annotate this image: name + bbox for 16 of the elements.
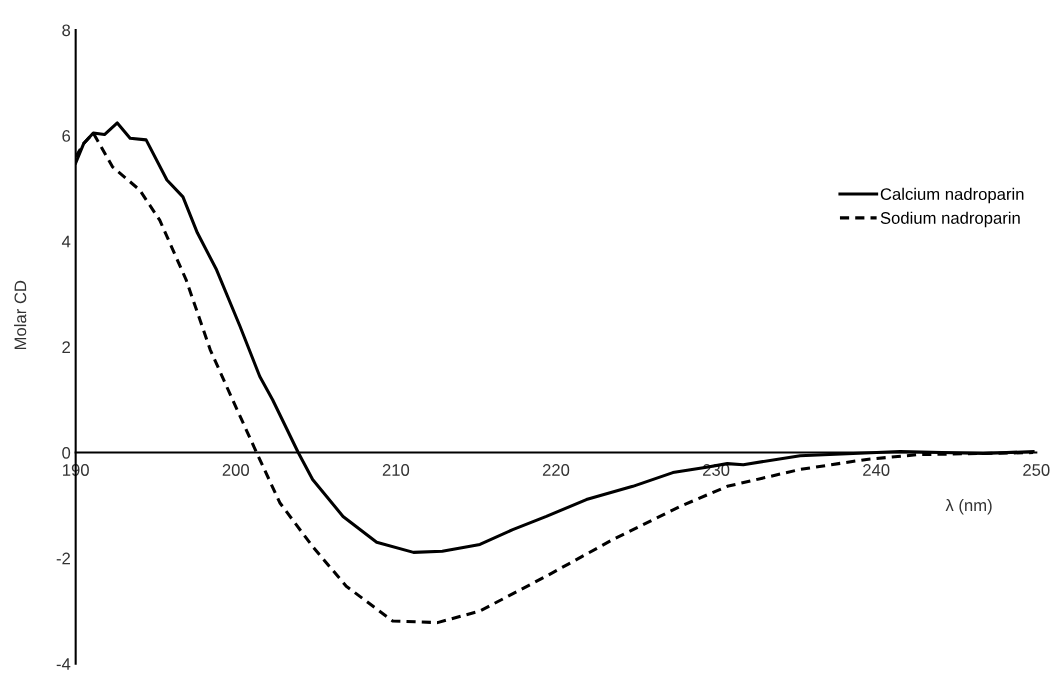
- x-tick-label: 210: [382, 464, 410, 476]
- x-tick-label: 240: [863, 464, 890, 476]
- legend-label: Sodium nadroparin: [880, 211, 1020, 228]
- x-tick-label: 220: [542, 464, 570, 476]
- x-tick-label: 200: [222, 464, 250, 476]
- y-tick-label: 0: [62, 446, 71, 459]
- y-tick-label: -4: [56, 658, 71, 670]
- x-axis-title: λ (nm): [945, 499, 992, 515]
- y-tick-label: 8: [62, 24, 71, 37]
- y-tick-label: 4: [61, 235, 71, 248]
- x-tick-label: 250: [1023, 464, 1050, 476]
- y-tick-label: 6: [62, 130, 71, 142]
- legend-label: Calcium nadroparin: [880, 187, 1024, 204]
- y-axis-title: Molar CD: [14, 280, 27, 350]
- y-tick-label: -2: [56, 552, 70, 565]
- y-tick-label: 2: [62, 341, 70, 353]
